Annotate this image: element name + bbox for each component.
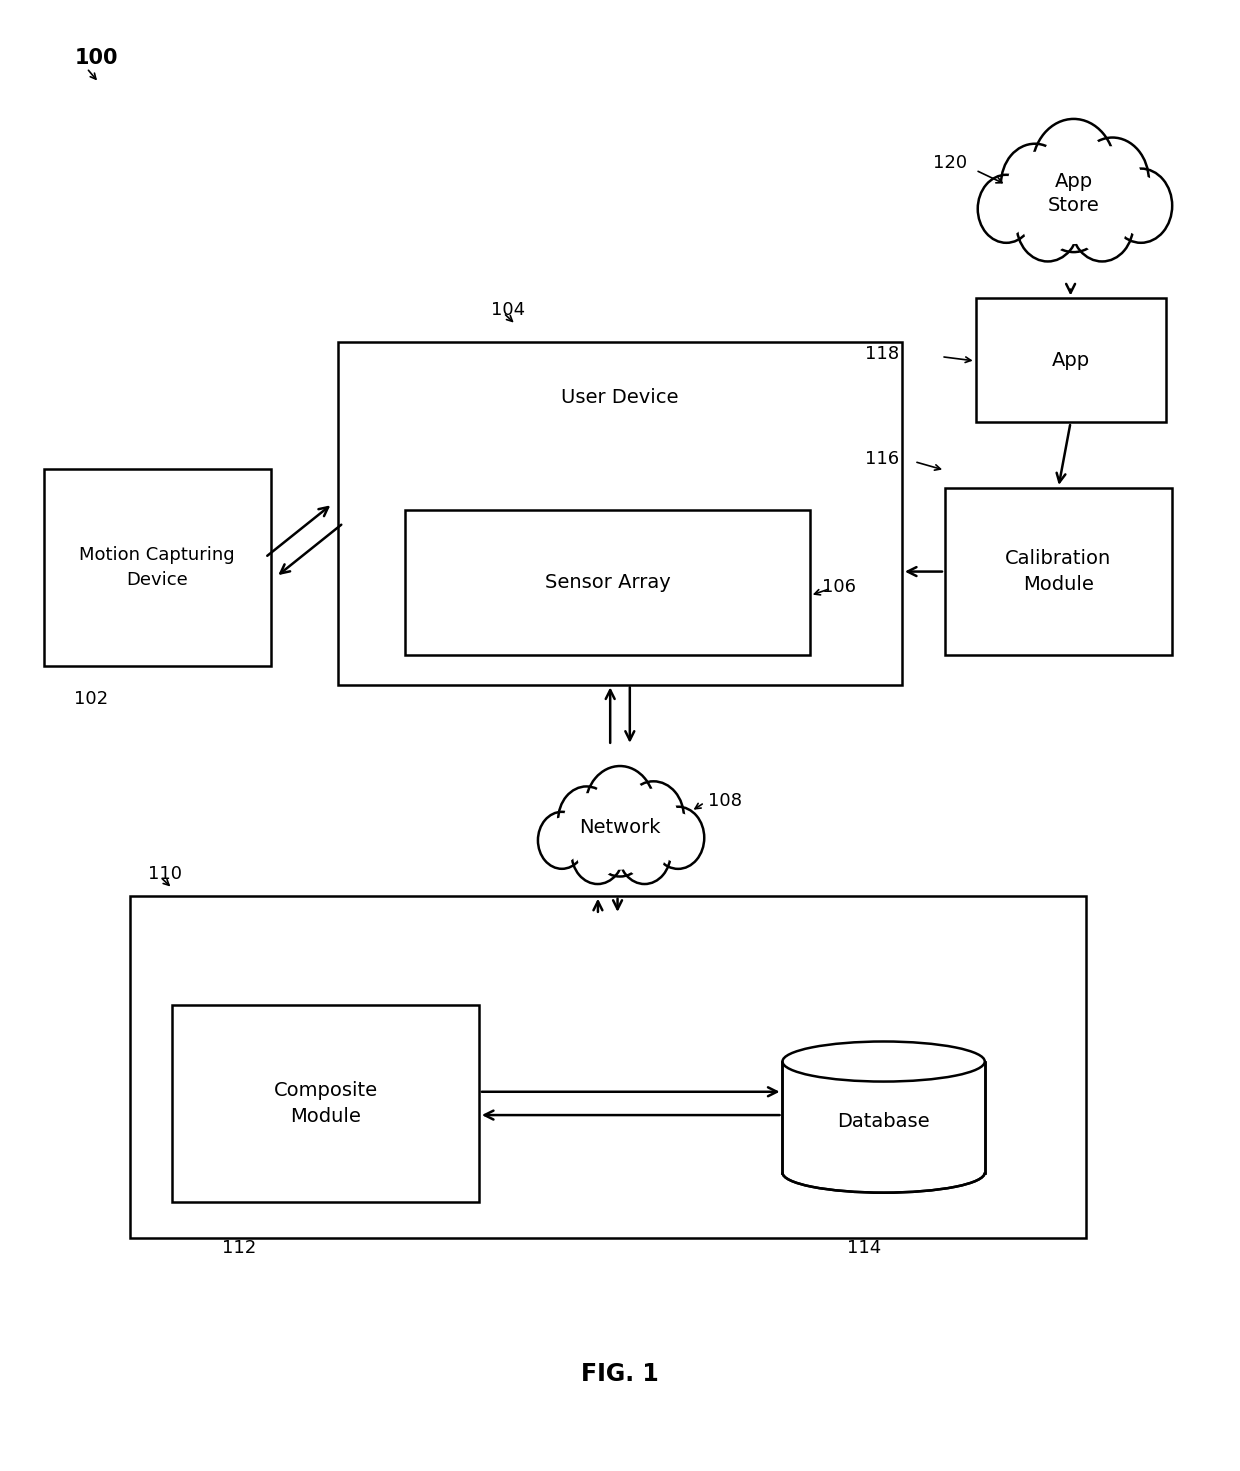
Circle shape — [564, 793, 609, 847]
Circle shape — [652, 806, 704, 869]
Circle shape — [538, 812, 585, 869]
Text: App: App — [1052, 350, 1090, 369]
Circle shape — [619, 822, 671, 884]
Circle shape — [577, 828, 619, 878]
Text: 106: 106 — [822, 578, 857, 596]
Circle shape — [983, 181, 1029, 235]
Text: 116: 116 — [866, 450, 899, 468]
Circle shape — [598, 816, 642, 869]
Circle shape — [1017, 187, 1079, 262]
FancyBboxPatch shape — [976, 299, 1166, 422]
Text: 104: 104 — [491, 302, 526, 319]
Circle shape — [1116, 177, 1166, 235]
Text: FIG. 1: FIG. 1 — [582, 1362, 658, 1386]
Circle shape — [1032, 119, 1115, 218]
Circle shape — [629, 788, 678, 847]
Bar — [784, 1043, 983, 1171]
Text: 108: 108 — [708, 791, 743, 811]
Text: 114: 114 — [847, 1240, 882, 1258]
Text: 100: 100 — [74, 49, 118, 68]
Circle shape — [585, 766, 655, 849]
Circle shape — [1040, 129, 1107, 207]
Text: Composite
Module: Composite Module — [274, 1081, 378, 1127]
Circle shape — [1001, 144, 1069, 224]
Circle shape — [657, 813, 699, 862]
Circle shape — [1110, 169, 1172, 243]
Bar — [782, 1041, 985, 1172]
FancyBboxPatch shape — [945, 488, 1172, 656]
Text: 112: 112 — [222, 1240, 255, 1258]
Circle shape — [622, 781, 684, 853]
Ellipse shape — [782, 1041, 985, 1081]
Text: App
Store: App Store — [1048, 172, 1100, 215]
Circle shape — [591, 809, 649, 877]
Circle shape — [1071, 187, 1133, 262]
FancyBboxPatch shape — [405, 509, 810, 656]
Text: Motion Capturing
Device: Motion Capturing Device — [79, 546, 234, 588]
Circle shape — [1040, 172, 1107, 252]
Text: User Device: User Device — [562, 388, 678, 407]
FancyBboxPatch shape — [43, 469, 270, 665]
FancyBboxPatch shape — [339, 343, 901, 684]
Text: 118: 118 — [866, 344, 899, 363]
FancyBboxPatch shape — [172, 1005, 479, 1202]
FancyBboxPatch shape — [129, 896, 1086, 1239]
Circle shape — [572, 822, 624, 884]
Circle shape — [1023, 194, 1073, 254]
Circle shape — [1047, 179, 1101, 244]
Circle shape — [977, 175, 1035, 243]
Text: 110: 110 — [148, 865, 182, 883]
Circle shape — [591, 774, 649, 840]
Text: 120: 120 — [932, 154, 967, 172]
Circle shape — [543, 818, 582, 863]
Text: Database: Database — [837, 1112, 930, 1131]
Circle shape — [1076, 137, 1149, 224]
Circle shape — [1008, 152, 1061, 216]
Circle shape — [624, 828, 666, 878]
Text: Calibration
Module: Calibration Module — [1006, 549, 1111, 594]
Circle shape — [1084, 146, 1142, 215]
Circle shape — [558, 787, 615, 853]
Text: 102: 102 — [74, 690, 109, 708]
Text: Network: Network — [579, 818, 661, 837]
Text: Sensor Array: Sensor Array — [544, 574, 671, 591]
Circle shape — [1078, 194, 1127, 254]
